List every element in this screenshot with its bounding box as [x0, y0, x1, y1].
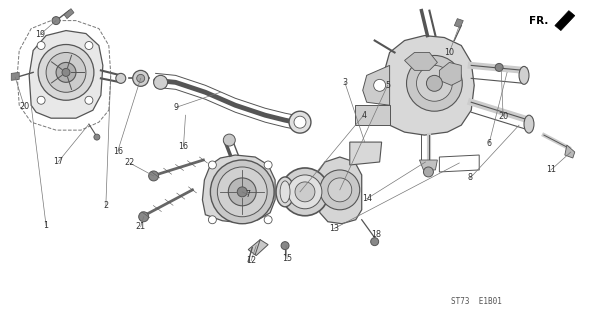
Polygon shape	[203, 155, 275, 223]
Polygon shape	[405, 52, 437, 70]
Ellipse shape	[519, 67, 529, 84]
Circle shape	[209, 216, 216, 224]
Circle shape	[320, 170, 360, 210]
Text: 1: 1	[44, 221, 49, 230]
Circle shape	[52, 17, 60, 25]
Polygon shape	[11, 72, 19, 80]
Text: 20: 20	[19, 102, 29, 111]
Circle shape	[423, 167, 433, 177]
Polygon shape	[565, 145, 575, 158]
Circle shape	[237, 187, 247, 197]
Text: 16: 16	[113, 147, 123, 156]
Text: 12: 12	[246, 256, 256, 265]
Text: 2: 2	[103, 201, 108, 210]
Polygon shape	[363, 65, 390, 105]
Text: FR.: FR.	[529, 16, 548, 26]
Polygon shape	[64, 9, 74, 19]
Polygon shape	[248, 240, 268, 256]
Text: 11: 11	[546, 165, 556, 174]
Circle shape	[209, 161, 216, 169]
Circle shape	[154, 76, 167, 89]
Circle shape	[133, 70, 148, 86]
Text: 5: 5	[385, 81, 390, 90]
Circle shape	[139, 212, 148, 222]
Polygon shape	[355, 105, 390, 125]
Circle shape	[289, 111, 311, 133]
Polygon shape	[316, 157, 362, 224]
Circle shape	[224, 134, 235, 146]
Text: 17: 17	[53, 157, 63, 166]
Circle shape	[37, 42, 45, 50]
Text: 13: 13	[329, 224, 339, 233]
Text: 10: 10	[445, 48, 454, 57]
Circle shape	[37, 96, 45, 104]
Circle shape	[136, 74, 145, 82]
Circle shape	[288, 175, 322, 209]
Ellipse shape	[524, 115, 534, 133]
Circle shape	[148, 171, 159, 181]
Ellipse shape	[280, 181, 290, 203]
Text: 9: 9	[174, 103, 179, 112]
Circle shape	[218, 167, 267, 217]
Text: 16: 16	[178, 141, 188, 151]
Polygon shape	[420, 160, 437, 170]
Circle shape	[85, 42, 93, 50]
Circle shape	[46, 52, 86, 92]
Circle shape	[371, 238, 378, 246]
Circle shape	[281, 168, 329, 216]
Text: 21: 21	[136, 222, 146, 231]
Text: 8: 8	[468, 173, 473, 182]
Ellipse shape	[276, 177, 294, 207]
Polygon shape	[555, 11, 575, 31]
Text: 18: 18	[371, 230, 381, 239]
Circle shape	[94, 134, 100, 140]
Circle shape	[264, 216, 272, 224]
Circle shape	[374, 79, 386, 91]
Polygon shape	[384, 36, 474, 135]
Text: 15: 15	[282, 254, 292, 263]
Polygon shape	[29, 31, 103, 118]
Circle shape	[295, 182, 315, 202]
Polygon shape	[350, 142, 381, 165]
Circle shape	[417, 65, 452, 101]
Text: 6: 6	[487, 139, 492, 148]
Circle shape	[264, 161, 272, 169]
Circle shape	[328, 178, 352, 202]
Text: ST73  E1B01: ST73 E1B01	[451, 297, 502, 306]
Text: 3: 3	[342, 78, 347, 87]
Circle shape	[427, 76, 442, 91]
Polygon shape	[454, 19, 463, 28]
Text: 19: 19	[35, 30, 45, 39]
Circle shape	[38, 44, 94, 100]
Circle shape	[228, 178, 256, 206]
Circle shape	[116, 73, 126, 83]
Text: 20: 20	[498, 112, 508, 121]
Circle shape	[210, 160, 274, 224]
Circle shape	[495, 63, 503, 71]
Text: 22: 22	[125, 158, 135, 167]
Polygon shape	[439, 62, 461, 85]
Circle shape	[85, 96, 93, 104]
Circle shape	[406, 55, 462, 111]
Text: 14: 14	[362, 194, 372, 203]
Circle shape	[62, 68, 70, 76]
Circle shape	[281, 242, 289, 250]
Circle shape	[294, 116, 306, 128]
Circle shape	[56, 62, 76, 82]
Text: 7: 7	[246, 190, 251, 199]
Text: 4: 4	[361, 111, 366, 120]
